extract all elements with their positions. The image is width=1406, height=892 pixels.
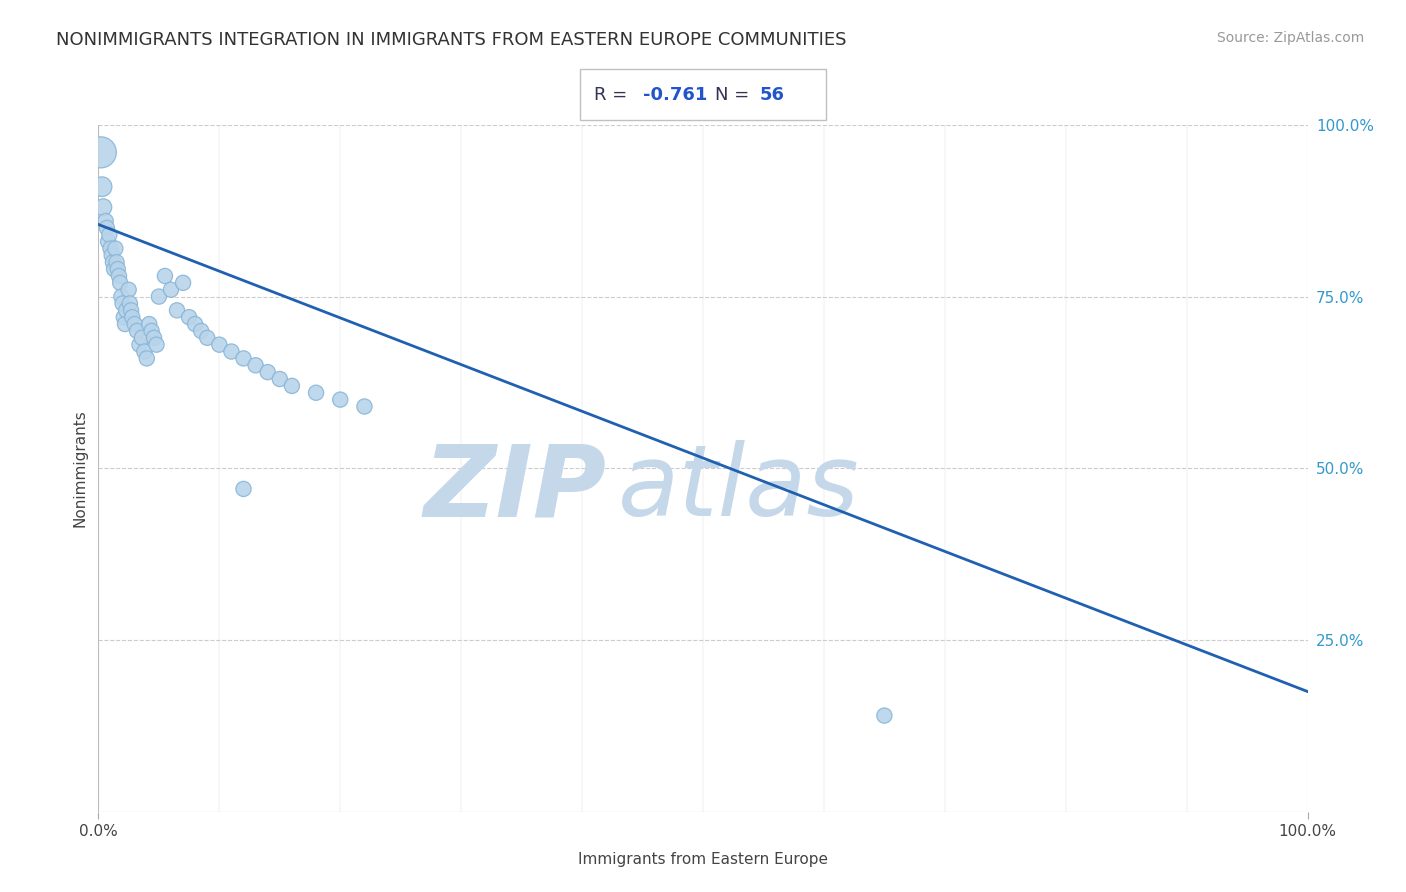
Point bbox=[256, 365, 278, 379]
Point bbox=[120, 303, 142, 318]
Point bbox=[131, 331, 153, 345]
Text: Source: ZipAtlas.com: Source: ZipAtlas.com bbox=[1216, 31, 1364, 45]
Text: N =: N = bbox=[714, 86, 755, 103]
Point bbox=[121, 310, 143, 325]
Point bbox=[269, 372, 291, 386]
Point bbox=[96, 221, 118, 235]
X-axis label: Immigrants from Eastern Europe: Immigrants from Eastern Europe bbox=[578, 853, 828, 867]
Point bbox=[153, 268, 176, 283]
Point bbox=[245, 358, 267, 373]
Point bbox=[195, 331, 218, 345]
Point bbox=[160, 283, 183, 297]
Point bbox=[97, 235, 120, 249]
Point bbox=[94, 214, 117, 228]
Point bbox=[100, 248, 122, 262]
Text: atlas: atlas bbox=[619, 441, 860, 537]
Point bbox=[305, 385, 328, 400]
Point bbox=[107, 262, 129, 277]
Point bbox=[90, 145, 112, 160]
Point bbox=[134, 344, 156, 359]
Point bbox=[138, 317, 160, 331]
Text: NONIMMIGRANTS INTEGRATION IN IMMIGRANTS FROM EASTERN EUROPE COMMUNITIES: NONIMMIGRANTS INTEGRATION IN IMMIGRANTS … bbox=[56, 31, 846, 49]
Point bbox=[110, 289, 132, 303]
Point bbox=[91, 179, 114, 194]
Point bbox=[179, 310, 201, 325]
Text: ZIP: ZIP bbox=[423, 441, 606, 537]
Point bbox=[143, 331, 166, 345]
Point bbox=[145, 337, 167, 351]
Point bbox=[208, 337, 231, 351]
Point bbox=[873, 708, 896, 723]
Point bbox=[100, 242, 122, 256]
Text: -0.761: -0.761 bbox=[643, 86, 707, 103]
Point bbox=[329, 392, 352, 407]
Point bbox=[135, 351, 157, 366]
Point bbox=[124, 317, 146, 331]
Point bbox=[118, 296, 141, 310]
Point bbox=[184, 317, 207, 331]
Point bbox=[232, 351, 254, 366]
Point bbox=[101, 255, 124, 269]
Point bbox=[118, 283, 141, 297]
Point bbox=[172, 276, 194, 290]
Point bbox=[281, 379, 304, 393]
Y-axis label: Nonimmigrants: Nonimmigrants bbox=[72, 409, 87, 527]
Point bbox=[112, 310, 135, 325]
Point bbox=[190, 324, 212, 338]
Point bbox=[103, 262, 125, 277]
Point bbox=[98, 227, 121, 242]
Point bbox=[166, 303, 188, 318]
Point bbox=[105, 255, 128, 269]
Point bbox=[128, 337, 150, 351]
Text: R =: R = bbox=[593, 86, 633, 103]
Point bbox=[111, 296, 134, 310]
Point bbox=[353, 400, 375, 414]
Point bbox=[114, 317, 136, 331]
Point bbox=[104, 242, 127, 256]
Text: 56: 56 bbox=[759, 86, 785, 103]
Point bbox=[108, 268, 131, 283]
Point bbox=[108, 276, 131, 290]
Point bbox=[127, 324, 149, 338]
Point bbox=[115, 303, 138, 318]
Point bbox=[148, 289, 170, 303]
Point bbox=[221, 344, 243, 359]
Point bbox=[141, 324, 163, 338]
Point bbox=[91, 200, 114, 214]
Point bbox=[232, 482, 254, 496]
